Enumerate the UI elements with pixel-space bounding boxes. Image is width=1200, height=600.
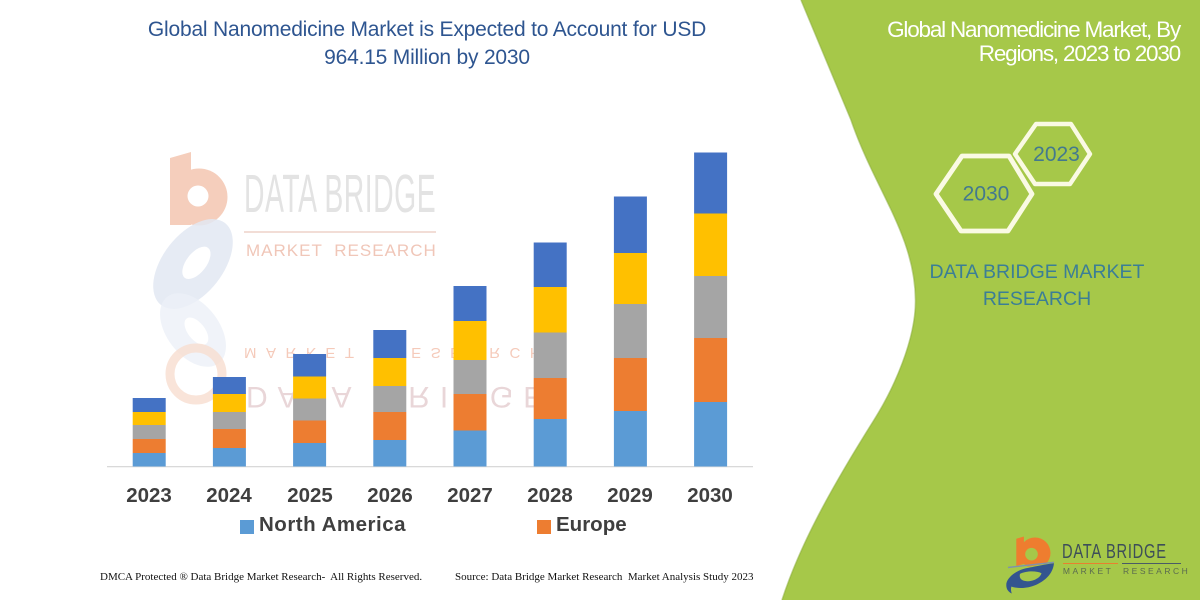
svg-text:2023: 2023: [1033, 143, 1080, 166]
svg-text:2030: 2030: [963, 183, 1010, 206]
